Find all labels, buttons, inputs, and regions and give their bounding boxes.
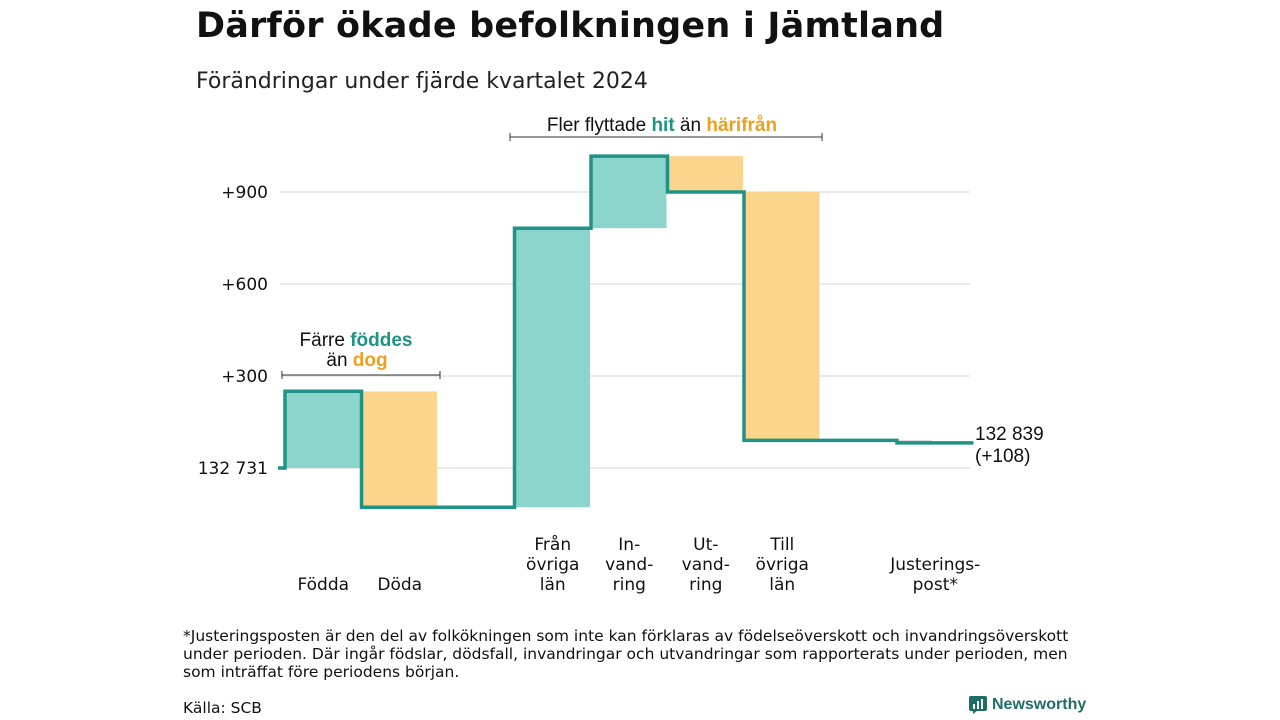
category-label: Födda xyxy=(297,575,349,595)
start-value-label: 132 731 xyxy=(198,459,268,479)
end-value-label: (+108) xyxy=(975,446,1030,467)
y-tick-label: +600 xyxy=(221,275,268,295)
logo-text: Newsworthy xyxy=(992,696,1087,713)
category-label: vand- xyxy=(605,555,653,575)
category-label: Justerings- xyxy=(889,555,980,575)
category-label: vand- xyxy=(682,555,730,575)
category-label: Till xyxy=(769,535,794,555)
chart-subtitle: Förändringar under fjärde kvartalet 2024 xyxy=(196,69,648,94)
category-label: län xyxy=(769,575,795,595)
annotation-births-deaths: Färre föddes än dog xyxy=(281,330,441,379)
end-value-label: 132 839 xyxy=(975,424,1044,445)
category-label: Från xyxy=(534,534,571,555)
bar-increase xyxy=(286,391,361,468)
annotation-line-2: än dog xyxy=(326,350,387,371)
annotation-text: Fler flyttade hit än härifrån xyxy=(547,115,777,136)
category-label: In- xyxy=(618,535,640,555)
bar-increase xyxy=(515,228,590,508)
category-label: län xyxy=(540,575,566,595)
category-label: ring xyxy=(689,575,722,595)
category-label: Döda xyxy=(377,575,422,595)
annotation-line-1: Färre föddes xyxy=(300,330,413,351)
running-total-line-layer xyxy=(278,154,974,510)
bar-increase xyxy=(592,156,667,229)
category-label: övriga xyxy=(526,555,579,575)
bars-layer xyxy=(286,156,932,508)
running-total-line xyxy=(278,154,974,510)
newsworthy-logo[interactable]: Newsworthy xyxy=(969,696,1086,714)
category-label: post* xyxy=(913,575,958,595)
y-tick-label: +300 xyxy=(221,367,268,387)
source-note: Källa: SCB xyxy=(183,699,262,717)
bar-decrease xyxy=(362,391,437,508)
bar-decrease xyxy=(745,192,820,441)
y-tick-label: +900 xyxy=(221,183,268,203)
category-label: övriga xyxy=(756,555,809,575)
footnote: *Justeringsposten är den del av folkökni… xyxy=(183,627,1069,681)
annotation-migration: Fler flyttade hit än härifrån xyxy=(509,115,823,141)
category-label: Ut- xyxy=(693,535,718,555)
chart-title: Därför ökade befolkningen i Jämtland xyxy=(196,6,945,46)
newsworthy-logo-icon xyxy=(969,696,987,714)
category-label: ring xyxy=(613,575,646,595)
bar-decrease xyxy=(668,156,743,192)
